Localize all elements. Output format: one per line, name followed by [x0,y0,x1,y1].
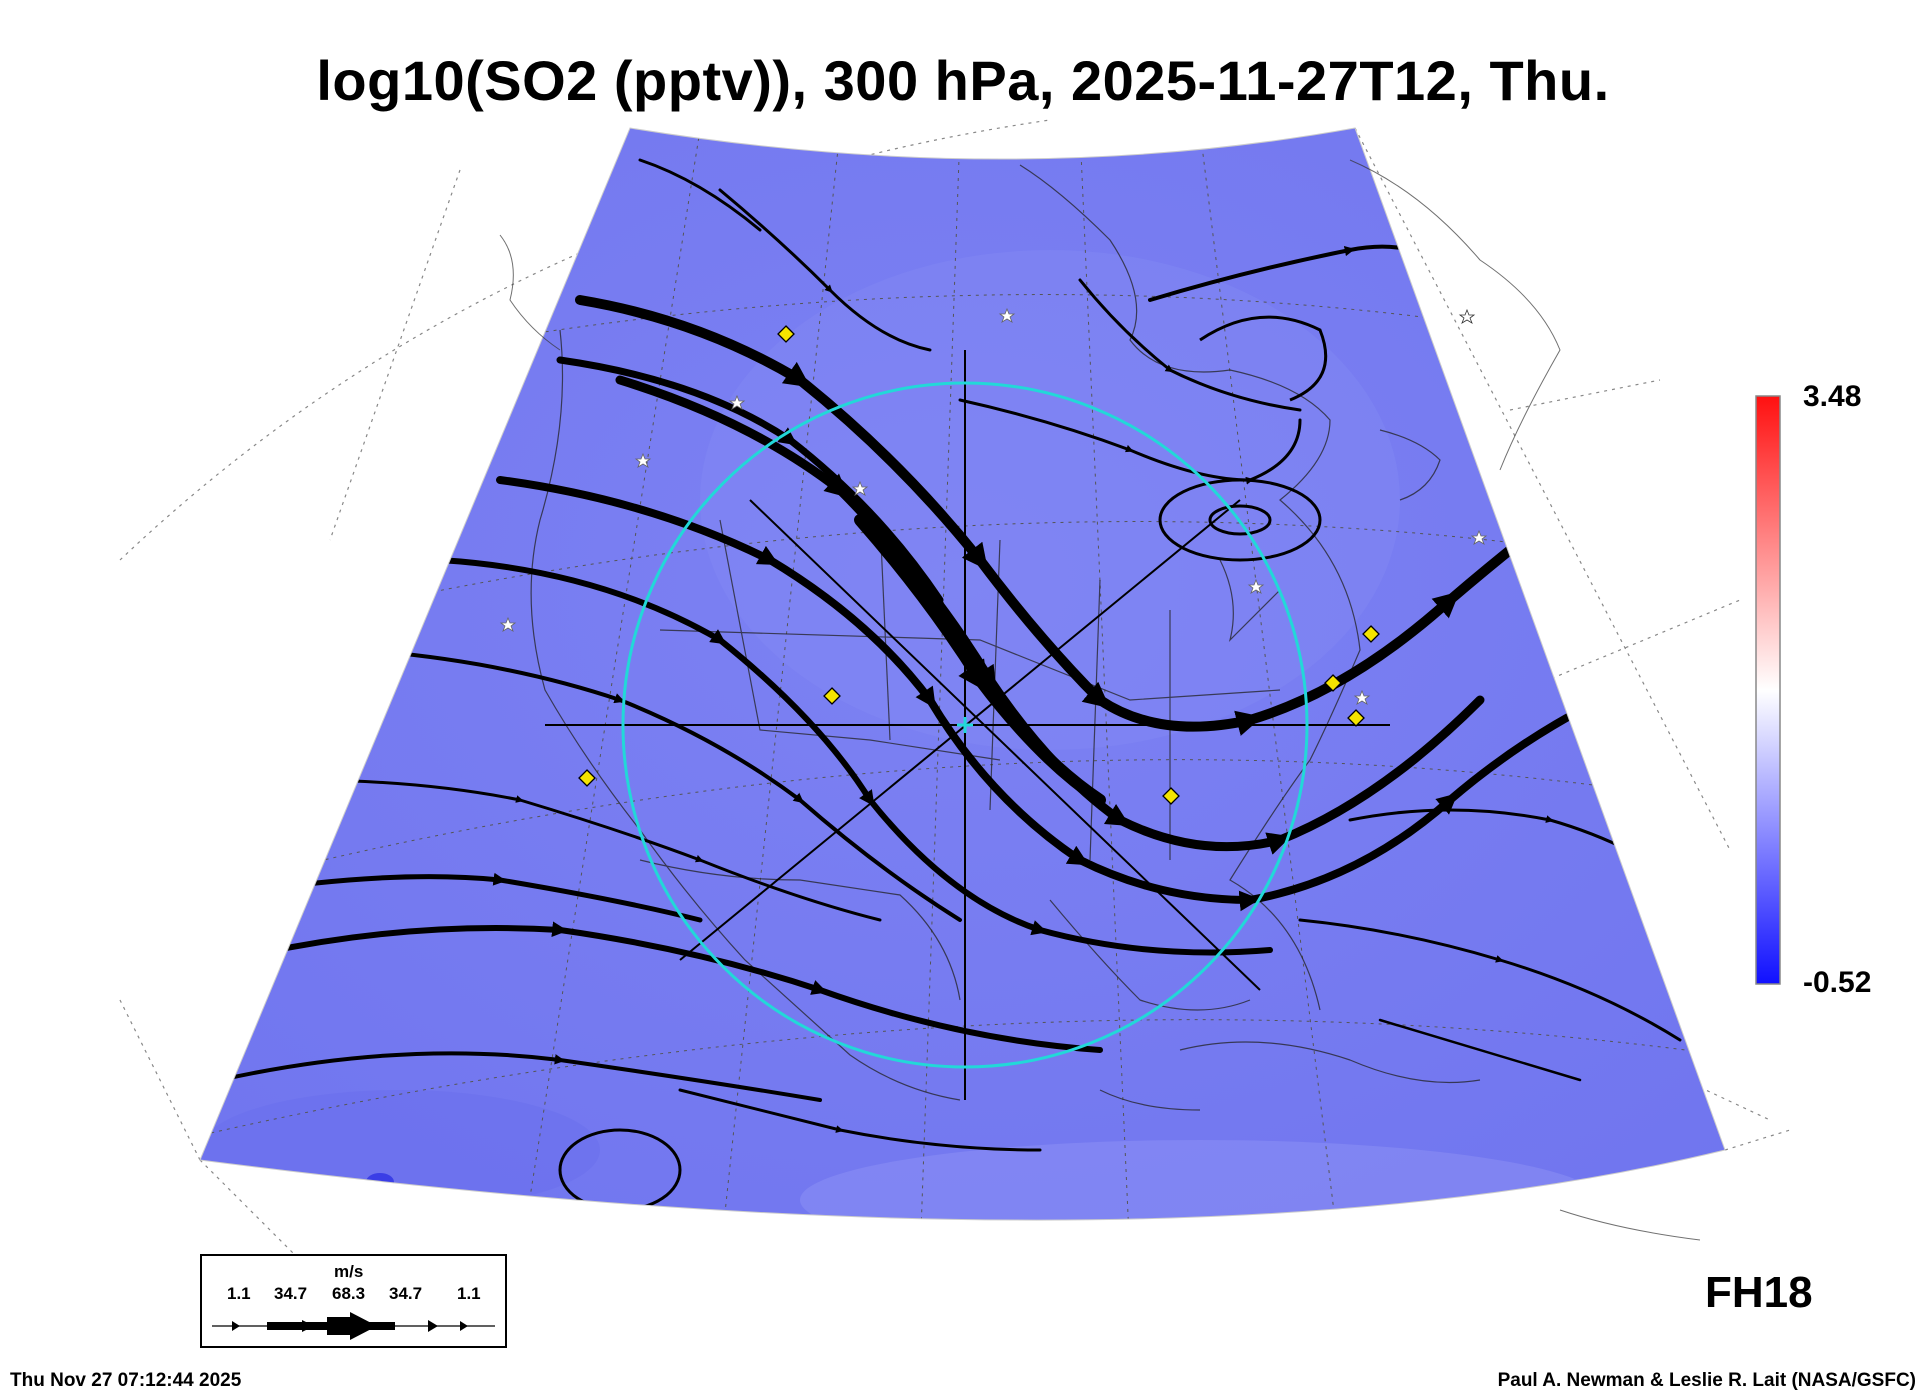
streamline-arrow [212,1312,495,1340]
white-star-marker [851,480,869,496]
wind-scale-unit: m/s [334,1262,364,1281]
page-title: log10(SO2 (pptv)), 300 hPa, 2025-11-27T1… [316,49,1610,112]
white-star-marker [634,452,652,468]
white-star-marker [728,394,746,410]
wind-scale-label: 1.1 [457,1284,481,1303]
colorbar [1755,395,1781,985]
white-star-marker [1458,308,1476,324]
yellow-diamond-marker [1162,787,1180,805]
wind-scale-label: 34.7 [274,1284,308,1303]
yellow-diamond-marker [777,325,795,343]
yellow-diamond-markers [578,325,1380,805]
yellow-diamond-marker [823,687,841,705]
yellow-diamond-marker [1347,709,1365,727]
wind-scale-legend: m/s 1.1 34.7 68.3 34.7 1.1 [200,1254,507,1348]
white-star-marker [499,616,517,632]
wind-scale-label: 1.1 [227,1284,251,1303]
wind-scale-label: 68.3 [332,1284,366,1303]
white-star-marker [1247,578,1265,594]
yellow-diamond-marker [578,769,596,787]
forecast-hour-label: FH18 [1705,1268,1813,1317]
colorbar-max-label: 3.48 [1803,380,1862,413]
credit-line: Paul A. Newman & Leslie R. Lait (NASA/GS… [1497,1370,1916,1391]
white-star-marker [1470,529,1488,545]
yellow-diamond-marker [1324,674,1342,692]
colorbar-min-label: -0.52 [1803,966,1872,999]
white-star-markers [499,307,1488,705]
wind-scale-label: 34.7 [389,1284,423,1303]
timestamp: Thu Nov 27 07:12:44 2025 [10,1370,242,1391]
cyan-center-ring [621,381,1309,1069]
yellow-diamond-marker [1362,625,1380,643]
white-star-marker [1353,689,1371,705]
cyan-center-marker [957,717,973,733]
white-star-marker [998,307,1016,323]
